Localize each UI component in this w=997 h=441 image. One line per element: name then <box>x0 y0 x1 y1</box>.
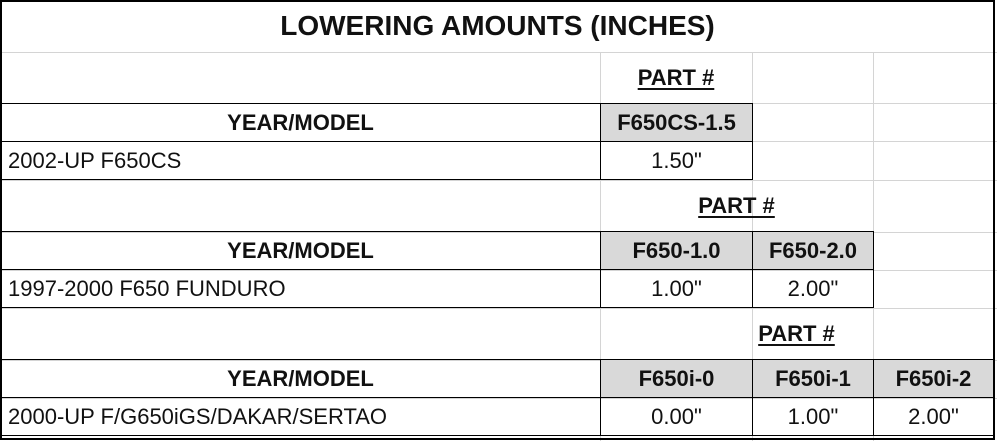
gridline <box>0 180 997 181</box>
lowering-value-cell[interactable]: 1.00" <box>752 397 874 436</box>
year-model-header: YEAR/MODEL <box>0 103 601 142</box>
lowering-value-cell[interactable]: 2.00" <box>873 397 994 436</box>
gridline <box>0 360 997 361</box>
year-model-header: YEAR/MODEL <box>0 359 601 398</box>
part-number-cell[interactable]: F650i-2 <box>873 359 994 398</box>
gridline <box>0 52 997 53</box>
gridline <box>0 232 997 233</box>
year-model-cell[interactable]: 2002-UP F650CS <box>0 141 601 180</box>
part-number-cell[interactable]: F650-2.0 <box>752 231 874 270</box>
lowering-value-cell[interactable]: 1.00" <box>600 269 753 308</box>
gridline <box>0 308 997 309</box>
lowering-value-cell[interactable]: 1.50" <box>600 141 753 180</box>
part-number-cell[interactable]: F650i-1 <box>752 359 874 398</box>
part-number-label: PART # <box>637 65 715 90</box>
sheet-title: LOWERING AMOUNTS (INCHES) <box>280 10 715 41</box>
year-model-header: YEAR/MODEL <box>0 231 601 270</box>
year-model-cell[interactable]: 1997-2000 F650 FUNDURO <box>0 269 601 308</box>
lowering-value-cell[interactable]: 2.00" <box>752 269 874 308</box>
part-number-label: PART # <box>758 321 835 346</box>
year-model-cell[interactable]: 2000-UP F/G650iGS/DAKAR/SERTAO <box>0 397 601 436</box>
part-number-cell[interactable]: F650i-0 <box>600 359 753 398</box>
part-number-cell[interactable]: F650CS-1.5 <box>600 103 753 142</box>
gridline <box>0 398 997 399</box>
part-number-cell[interactable]: F650-1.0 <box>600 231 753 270</box>
gridline <box>0 270 997 271</box>
lowering-value-cell[interactable]: 0.00" <box>600 397 753 436</box>
part-number-label: PART # <box>698 193 775 218</box>
